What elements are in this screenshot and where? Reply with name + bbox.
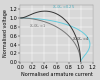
Text: $X_q/X_d=1$: $X_q/X_d=1$ [29, 22, 46, 29]
X-axis label: Normalised armature current: Normalised armature current [21, 72, 92, 77]
Text: $X_q/X_d=0.25$: $X_q/X_d=0.25$ [52, 3, 75, 10]
Text: $X_q/X_d=4$: $X_q/X_d=4$ [72, 36, 89, 42]
Y-axis label: Normalised voltage: Normalised voltage [4, 10, 8, 57]
